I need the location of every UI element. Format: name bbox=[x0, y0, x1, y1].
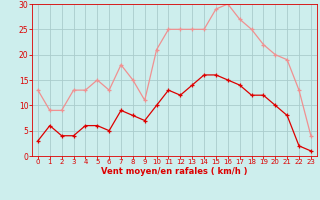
X-axis label: Vent moyen/en rafales ( km/h ): Vent moyen/en rafales ( km/h ) bbox=[101, 167, 248, 176]
